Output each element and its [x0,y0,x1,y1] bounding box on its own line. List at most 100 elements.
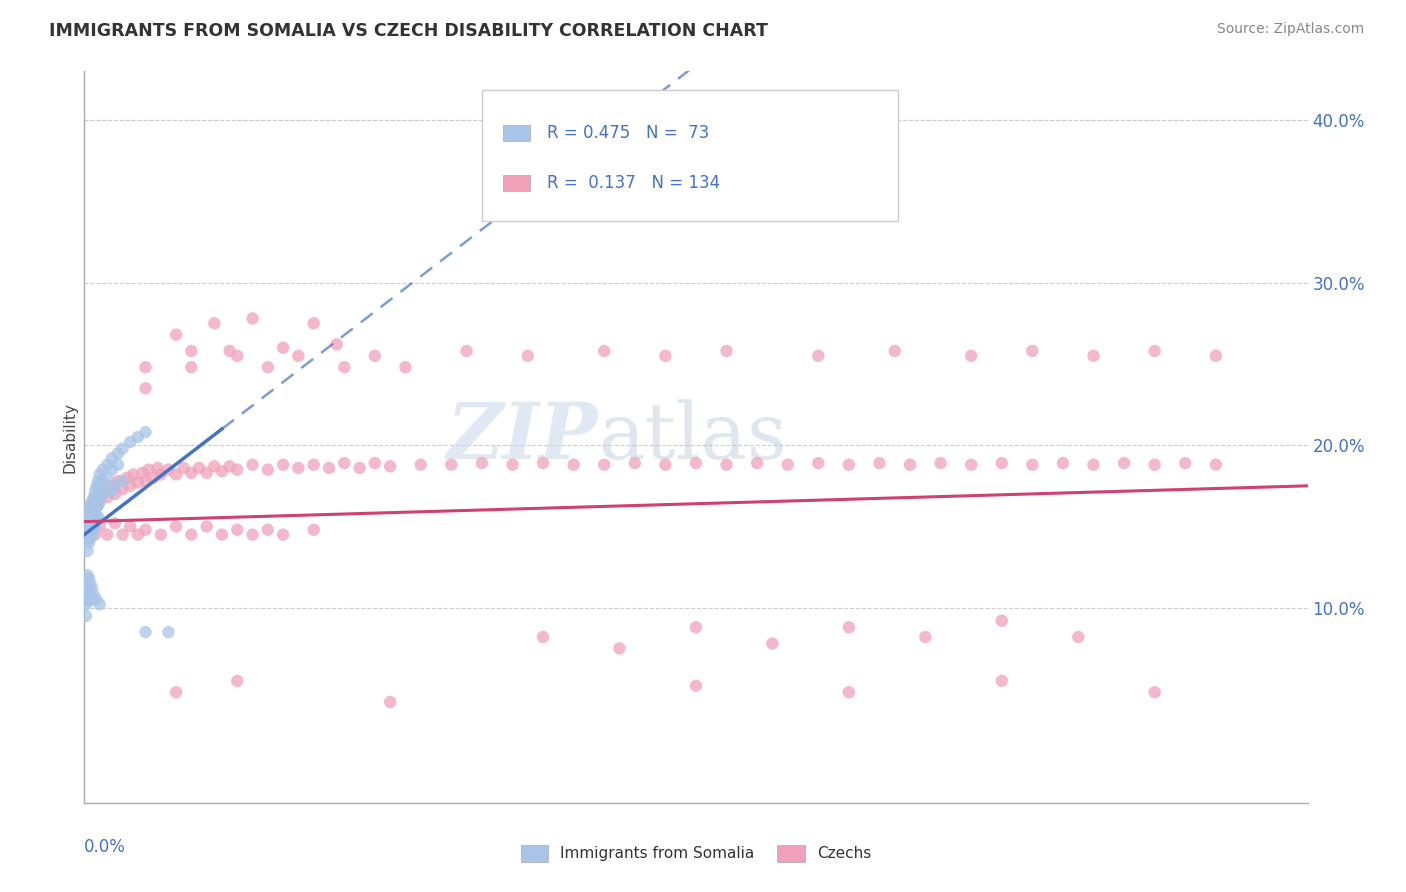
Point [111,482,134,496]
Point [96,471,118,485]
Point [76,591,98,605]
Point [991,614,1014,628]
Point [75,598,97,612]
Point [211,464,233,478]
Point [89,495,111,509]
Point [77,572,100,586]
Point [409,458,432,472]
Point [84,507,107,521]
Point [685,620,707,634]
Point [716,343,738,358]
Point [883,343,905,358]
Point [257,360,280,375]
Point [242,527,264,541]
Point [89,479,111,493]
Point [318,461,340,475]
Point [80,516,103,531]
Point [593,343,616,358]
Point [516,349,538,363]
Point [79,588,101,602]
Point [654,458,676,472]
Point [87,499,110,513]
Point [111,527,134,541]
Point [77,582,100,597]
Point [242,458,264,472]
Point [271,341,294,355]
FancyBboxPatch shape [482,90,898,221]
Point [654,349,676,363]
Point [380,459,402,474]
Point [1143,343,1166,358]
Point [173,461,195,475]
Point [86,592,108,607]
Point [120,519,142,533]
Point [77,535,100,549]
Point [991,673,1014,688]
Point [89,467,111,482]
Point [80,516,103,531]
Point [747,456,769,470]
Point [76,511,98,525]
Point [104,487,127,501]
Point [77,523,100,537]
Point [531,456,554,470]
Point [138,462,160,476]
Point [165,685,187,699]
Point [96,458,118,472]
Point [898,458,921,472]
Point [91,487,114,501]
Point [1114,456,1136,470]
Point [83,500,105,514]
Point [89,519,111,533]
Point [929,456,952,470]
Point [96,483,118,498]
Point [142,471,165,485]
Point [135,523,157,537]
Point [226,523,249,537]
Point [394,360,416,375]
Point [104,516,127,531]
Point [1143,685,1166,699]
Point [914,630,936,644]
Point [471,456,494,470]
Point [440,458,463,472]
Point [79,500,101,514]
Point [127,430,149,444]
Point [157,625,180,640]
Point [120,434,142,449]
Point [869,456,891,470]
Point [122,467,145,482]
Point [1083,349,1105,363]
Point [271,527,294,541]
Legend: Immigrants from Somalia, Czechs: Immigrants from Somalia, Czechs [515,838,877,868]
Point [87,509,110,524]
Point [86,500,108,514]
Point [79,508,101,522]
Point [685,456,707,470]
Point [80,581,103,595]
Point [83,523,105,537]
Point [107,446,129,460]
Point [1205,458,1227,472]
Point [271,458,294,472]
Point [333,360,356,375]
Point [96,527,118,541]
Point [86,479,108,493]
Point [83,588,105,602]
Point [202,459,225,474]
Point [531,630,554,644]
Point [127,475,149,490]
Point [135,474,157,488]
Point [131,466,153,480]
Point [83,490,105,504]
Point [91,483,114,498]
Text: 0.0%: 0.0% [84,838,127,856]
Point [77,500,100,514]
Point [195,519,218,533]
Point [101,451,124,466]
Point [562,458,585,472]
Text: IMMIGRANTS FROM SOMALIA VS CZECH DISABILITY CORRELATION CHART: IMMIGRANTS FROM SOMALIA VS CZECH DISABIL… [49,22,768,40]
Point [127,527,149,541]
Point [76,568,98,582]
Point [84,490,107,504]
